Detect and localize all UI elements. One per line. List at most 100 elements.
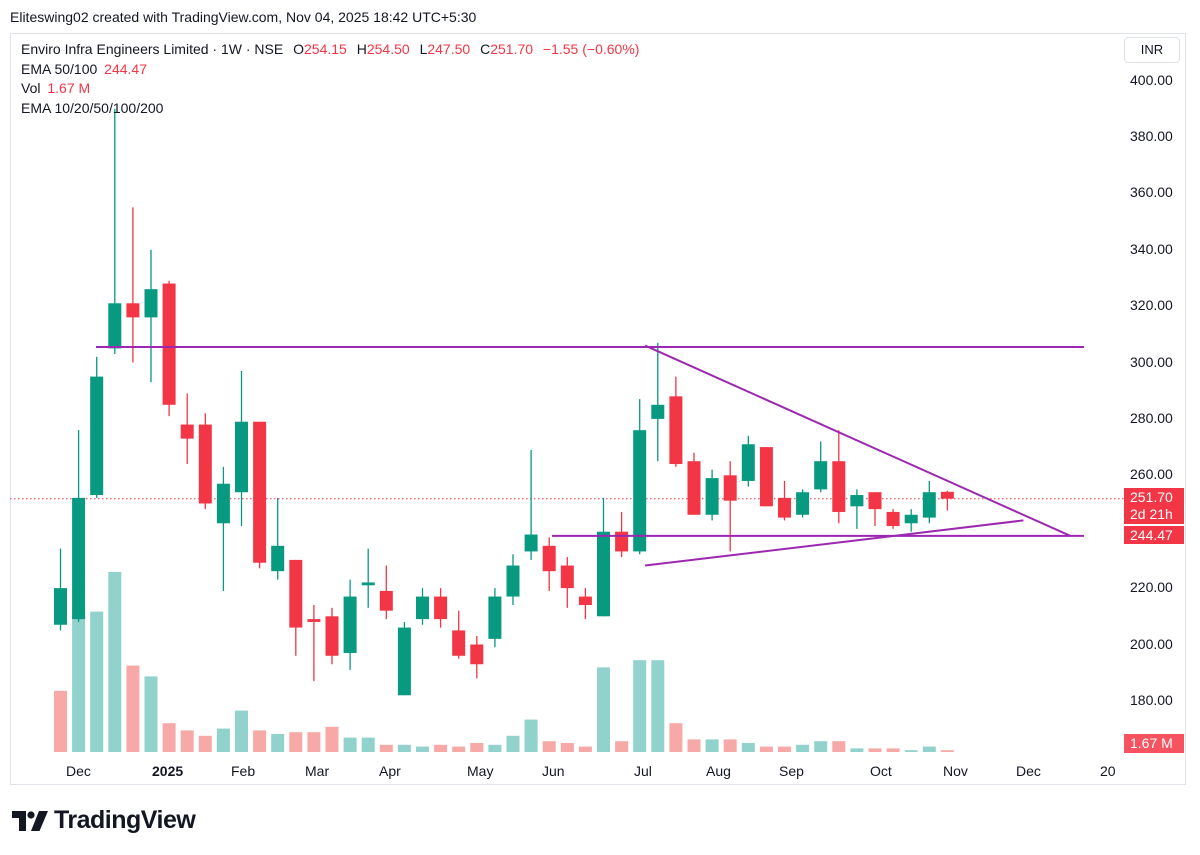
legend-high-label: H bbox=[356, 41, 367, 57]
candle-body bbox=[198, 424, 212, 504]
price-axis-label: 400.00 bbox=[1130, 71, 1173, 88]
candle-body bbox=[723, 475, 737, 501]
volume-bar bbox=[90, 611, 104, 752]
volume-bar bbox=[253, 730, 267, 752]
volume-bar bbox=[325, 726, 339, 752]
legend-symbol-row: Enviro Infra Engineers Limited · 1W · NS… bbox=[21, 40, 639, 60]
candle-body bbox=[705, 478, 719, 515]
volume-tag: 1.67 M bbox=[1124, 734, 1184, 753]
legend-ema-multi-label: EMA 10/20/50/100/200 bbox=[21, 99, 164, 116]
candle-body bbox=[361, 582, 375, 586]
volume-bar bbox=[271, 734, 285, 752]
candle-body bbox=[796, 492, 810, 515]
legend-ema-value: 244.47 bbox=[104, 60, 147, 77]
price-axis-label: 380.00 bbox=[1130, 127, 1173, 144]
candle-body bbox=[669, 396, 683, 465]
volume-bar bbox=[216, 728, 230, 752]
candle-body bbox=[850, 495, 864, 507]
candle-body bbox=[416, 596, 429, 620]
price-axis-label: 220.00 bbox=[1130, 579, 1173, 596]
volume-bar bbox=[723, 739, 737, 752]
candle-body bbox=[832, 461, 846, 512]
time-axis-label: 20 bbox=[1100, 763, 1116, 779]
legend-close-label: C bbox=[480, 41, 491, 57]
currency-button[interactable]: INR bbox=[1124, 37, 1180, 63]
candle-body bbox=[814, 461, 828, 490]
candle-body bbox=[144, 289, 158, 318]
time-axis-label: Jul bbox=[634, 763, 652, 779]
volume-bar bbox=[832, 741, 846, 752]
candle-body bbox=[108, 303, 122, 349]
tradingview-wordmark: TradingView bbox=[54, 806, 196, 834]
time-axis-label: Feb bbox=[231, 763, 256, 779]
candle-body bbox=[343, 596, 357, 653]
bar-countdown: 2d 21h bbox=[1130, 506, 1173, 522]
volume-bar bbox=[379, 744, 393, 752]
legend-ema-label: EMA 50/100 bbox=[21, 60, 98, 77]
candle-body bbox=[922, 492, 936, 518]
volume-bar bbox=[144, 676, 158, 752]
ema-price-tag: 244.47 bbox=[1124, 526, 1184, 544]
volume-bar bbox=[126, 665, 140, 752]
price-axis-label: 280.00 bbox=[1130, 409, 1173, 426]
legend-vol-row[interactable]: Vol 1.67 M bbox=[21, 79, 639, 99]
volume-bar bbox=[904, 750, 918, 752]
candle-body bbox=[72, 497, 86, 620]
volume-bar bbox=[416, 746, 429, 752]
candle-body bbox=[307, 619, 321, 622]
candle-body bbox=[868, 492, 882, 510]
chart-header: Eliteswing02 created with TradingView.co… bbox=[10, 9, 477, 25]
volume-bar bbox=[470, 743, 484, 752]
volume-bar bbox=[524, 719, 538, 752]
candle-body bbox=[651, 404, 665, 419]
tradingview-logo[interactable]: TradingView bbox=[12, 806, 196, 835]
legend-change: −1.55 (−0.60%) bbox=[542, 41, 640, 57]
candle-body bbox=[126, 303, 140, 318]
candle-body bbox=[54, 588, 67, 625]
candle-body bbox=[271, 545, 285, 572]
price-axis-label: 320.00 bbox=[1130, 297, 1173, 314]
volume-bar bbox=[669, 723, 683, 752]
candle-body bbox=[741, 444, 755, 481]
volume-bar bbox=[361, 737, 375, 752]
legend-ema-multi-row[interactable]: EMA 10/20/50/100/200 bbox=[21, 99, 639, 119]
legend-symbol[interactable]: Enviro Infra Engineers Limited · 1W · NS… bbox=[21, 41, 284, 57]
candle-body bbox=[434, 596, 448, 620]
volume-bar bbox=[868, 748, 882, 752]
candle-body bbox=[379, 590, 393, 611]
candle-body bbox=[886, 511, 900, 527]
price-axis-label: 340.00 bbox=[1130, 240, 1173, 257]
chart-frame bbox=[10, 33, 1186, 785]
legend-ema-row[interactable]: EMA 50/100 244.47 bbox=[21, 60, 639, 80]
candle-body bbox=[542, 545, 556, 572]
time-axis-label: 2025 bbox=[152, 763, 184, 779]
legend-low-label: L bbox=[419, 41, 428, 57]
price-axis-label: 180.00 bbox=[1130, 691, 1173, 708]
volume-bar bbox=[814, 741, 828, 752]
legend-vol-value: 1.67 M bbox=[47, 80, 91, 96]
volume-bar bbox=[488, 744, 502, 752]
last-price-value: 251.70 bbox=[1130, 489, 1173, 505]
volume-bar bbox=[741, 743, 755, 752]
volume-bar bbox=[180, 730, 194, 752]
time-axis-label: Dec bbox=[66, 763, 91, 779]
trendline bbox=[645, 519, 1024, 567]
time-axis-label: Mar bbox=[305, 763, 330, 779]
candle-body bbox=[615, 531, 629, 552]
volume-bar bbox=[615, 741, 629, 752]
legend-close-value: 251.70 bbox=[490, 41, 534, 57]
volume-bar bbox=[778, 746, 791, 752]
time-axis-label: Sep bbox=[779, 763, 804, 779]
candle-body bbox=[759, 447, 773, 507]
price-axis-label: 360.00 bbox=[1130, 184, 1173, 201]
time-axis-label: Aug bbox=[706, 763, 731, 779]
candle-body bbox=[904, 514, 918, 524]
volume-bar bbox=[633, 660, 647, 752]
price-axis-label: 300.00 bbox=[1130, 353, 1173, 370]
candle-body bbox=[597, 531, 610, 617]
volume-bar bbox=[796, 744, 810, 752]
time-axis-label: May bbox=[467, 763, 494, 779]
candle-body bbox=[397, 627, 411, 696]
candle-body bbox=[633, 430, 647, 552]
